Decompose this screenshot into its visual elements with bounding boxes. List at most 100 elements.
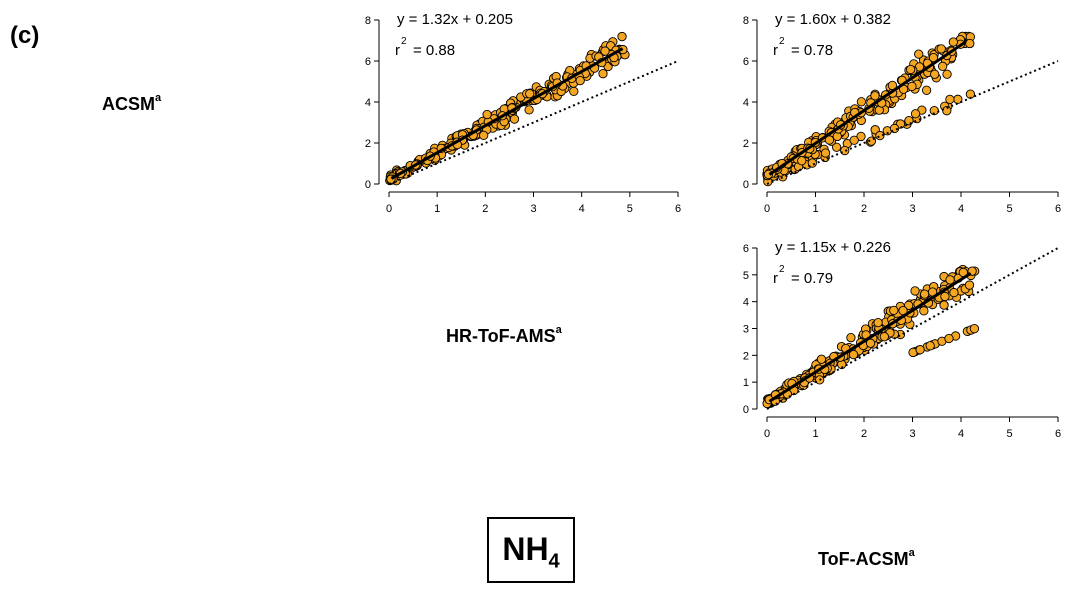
- x-tick-label: 5: [1006, 203, 1012, 215]
- data-point: [942, 69, 952, 79]
- y-tick-label: 8: [365, 15, 371, 27]
- species-sub: 4: [548, 550, 560, 573]
- one-to-one-line: [766, 247, 1059, 410]
- data-point: [919, 289, 930, 299]
- x-tick-label: 6: [1055, 428, 1061, 440]
- r2-value: = 0.88: [413, 42, 455, 59]
- r2-superscript: 2: [779, 36, 785, 47]
- x-tick-label: 5: [1006, 428, 1012, 440]
- instrument-label-tof-acsm: ToF-ACSMa: [818, 547, 915, 570]
- data-point: [889, 305, 899, 316]
- data-point: [936, 44, 946, 54]
- data-point: [598, 69, 608, 79]
- y-tick-label: 1: [743, 377, 749, 389]
- data-point: [937, 61, 948, 71]
- y-tick-label: 6: [365, 56, 371, 68]
- x-tick-label: 6: [675, 203, 681, 215]
- y-tick-label: 0: [743, 404, 749, 416]
- x-tick-label: 2: [482, 203, 488, 215]
- species-main: NH: [502, 531, 549, 567]
- fit-line: [768, 40, 967, 176]
- instrument-name: ACSM: [102, 94, 155, 114]
- x-tick-label: 3: [909, 203, 915, 215]
- y-tick-label: 0: [365, 179, 371, 191]
- data-point: [903, 300, 914, 311]
- data-point: [930, 69, 940, 79]
- data-point: [948, 37, 958, 47]
- data-point: [940, 291, 950, 302]
- panel-label: (c): [10, 22, 40, 49]
- y-tick-label: 3: [743, 324, 749, 336]
- instrument-label-acsm: ACSMa: [102, 92, 162, 115]
- y-tick-label: 2: [743, 138, 749, 150]
- data-point: [524, 105, 534, 115]
- y-tick-label: 6: [743, 243, 749, 255]
- x-tick-label: 0: [764, 203, 770, 215]
- data-point: [925, 341, 935, 351]
- data-point: [479, 130, 489, 141]
- data-point: [905, 64, 916, 75]
- x-tick-label: 1: [812, 203, 818, 215]
- data-point: [879, 332, 889, 342]
- x-tick-label: 3: [909, 428, 915, 440]
- data-point: [910, 109, 921, 119]
- y-tick-label: 8: [743, 15, 749, 27]
- data-point: [949, 287, 959, 298]
- data-point: [846, 333, 856, 343]
- data-point: [965, 38, 975, 49]
- x-tick-label: 4: [579, 203, 585, 215]
- data-point: [797, 156, 807, 166]
- data-point: [831, 142, 842, 152]
- data-point: [945, 275, 955, 285]
- y-tick-label: 5: [743, 270, 749, 282]
- data-point: [840, 145, 850, 156]
- data-point: [915, 345, 925, 355]
- fit-line: [390, 47, 624, 180]
- instrument-sup: a: [908, 547, 915, 559]
- data-point: [914, 49, 924, 59]
- y-tick-label: 4: [743, 97, 749, 109]
- x-tick-label: 4: [958, 428, 964, 440]
- x-tick-label: 1: [434, 203, 440, 215]
- data-point: [856, 131, 866, 142]
- y-tick-label: 6: [743, 56, 749, 68]
- x-tick-label: 2: [861, 428, 867, 440]
- x-tick-label: 6: [1055, 203, 1061, 215]
- data-point: [820, 148, 831, 158]
- data-point: [944, 333, 954, 344]
- data-point: [849, 135, 859, 145]
- instrument-name: ToF-ACSM: [818, 549, 909, 569]
- data-point: [964, 280, 975, 290]
- data-point: [575, 75, 585, 86]
- r2-label: r: [773, 42, 778, 59]
- species-box: NH4: [487, 517, 575, 583]
- x-tick-label: 4: [958, 203, 964, 215]
- data-point: [939, 300, 949, 310]
- y-tick-label: 2: [365, 138, 371, 150]
- data-point: [525, 89, 535, 99]
- r2-value: = 0.79: [791, 270, 833, 287]
- r2-label: r: [395, 42, 400, 59]
- y-tick-label: 4: [743, 297, 749, 309]
- data-point: [870, 91, 880, 101]
- y-tick-label: 2: [743, 350, 749, 362]
- instrument-sup: a: [155, 92, 162, 104]
- instrument-sup: a: [555, 324, 562, 336]
- x-tick-label: 0: [386, 203, 392, 215]
- r2-label: r: [773, 270, 778, 287]
- data-point: [482, 109, 492, 120]
- fit-line: [768, 272, 972, 403]
- y-tick-label: 4: [365, 97, 371, 109]
- data-point: [509, 114, 520, 124]
- x-tick-label: 0: [764, 428, 770, 440]
- data-point: [569, 86, 579, 96]
- fit-equation: y = 1.32x + 0.205: [397, 11, 513, 28]
- data-point: [848, 349, 859, 360]
- r2-superscript: 2: [401, 36, 407, 47]
- data-point: [807, 158, 817, 168]
- instrument-name: HR-ToF-AMS: [446, 326, 556, 346]
- data-point: [910, 286, 920, 296]
- data-point: [856, 97, 867, 107]
- one-to-one-line: [388, 60, 679, 185]
